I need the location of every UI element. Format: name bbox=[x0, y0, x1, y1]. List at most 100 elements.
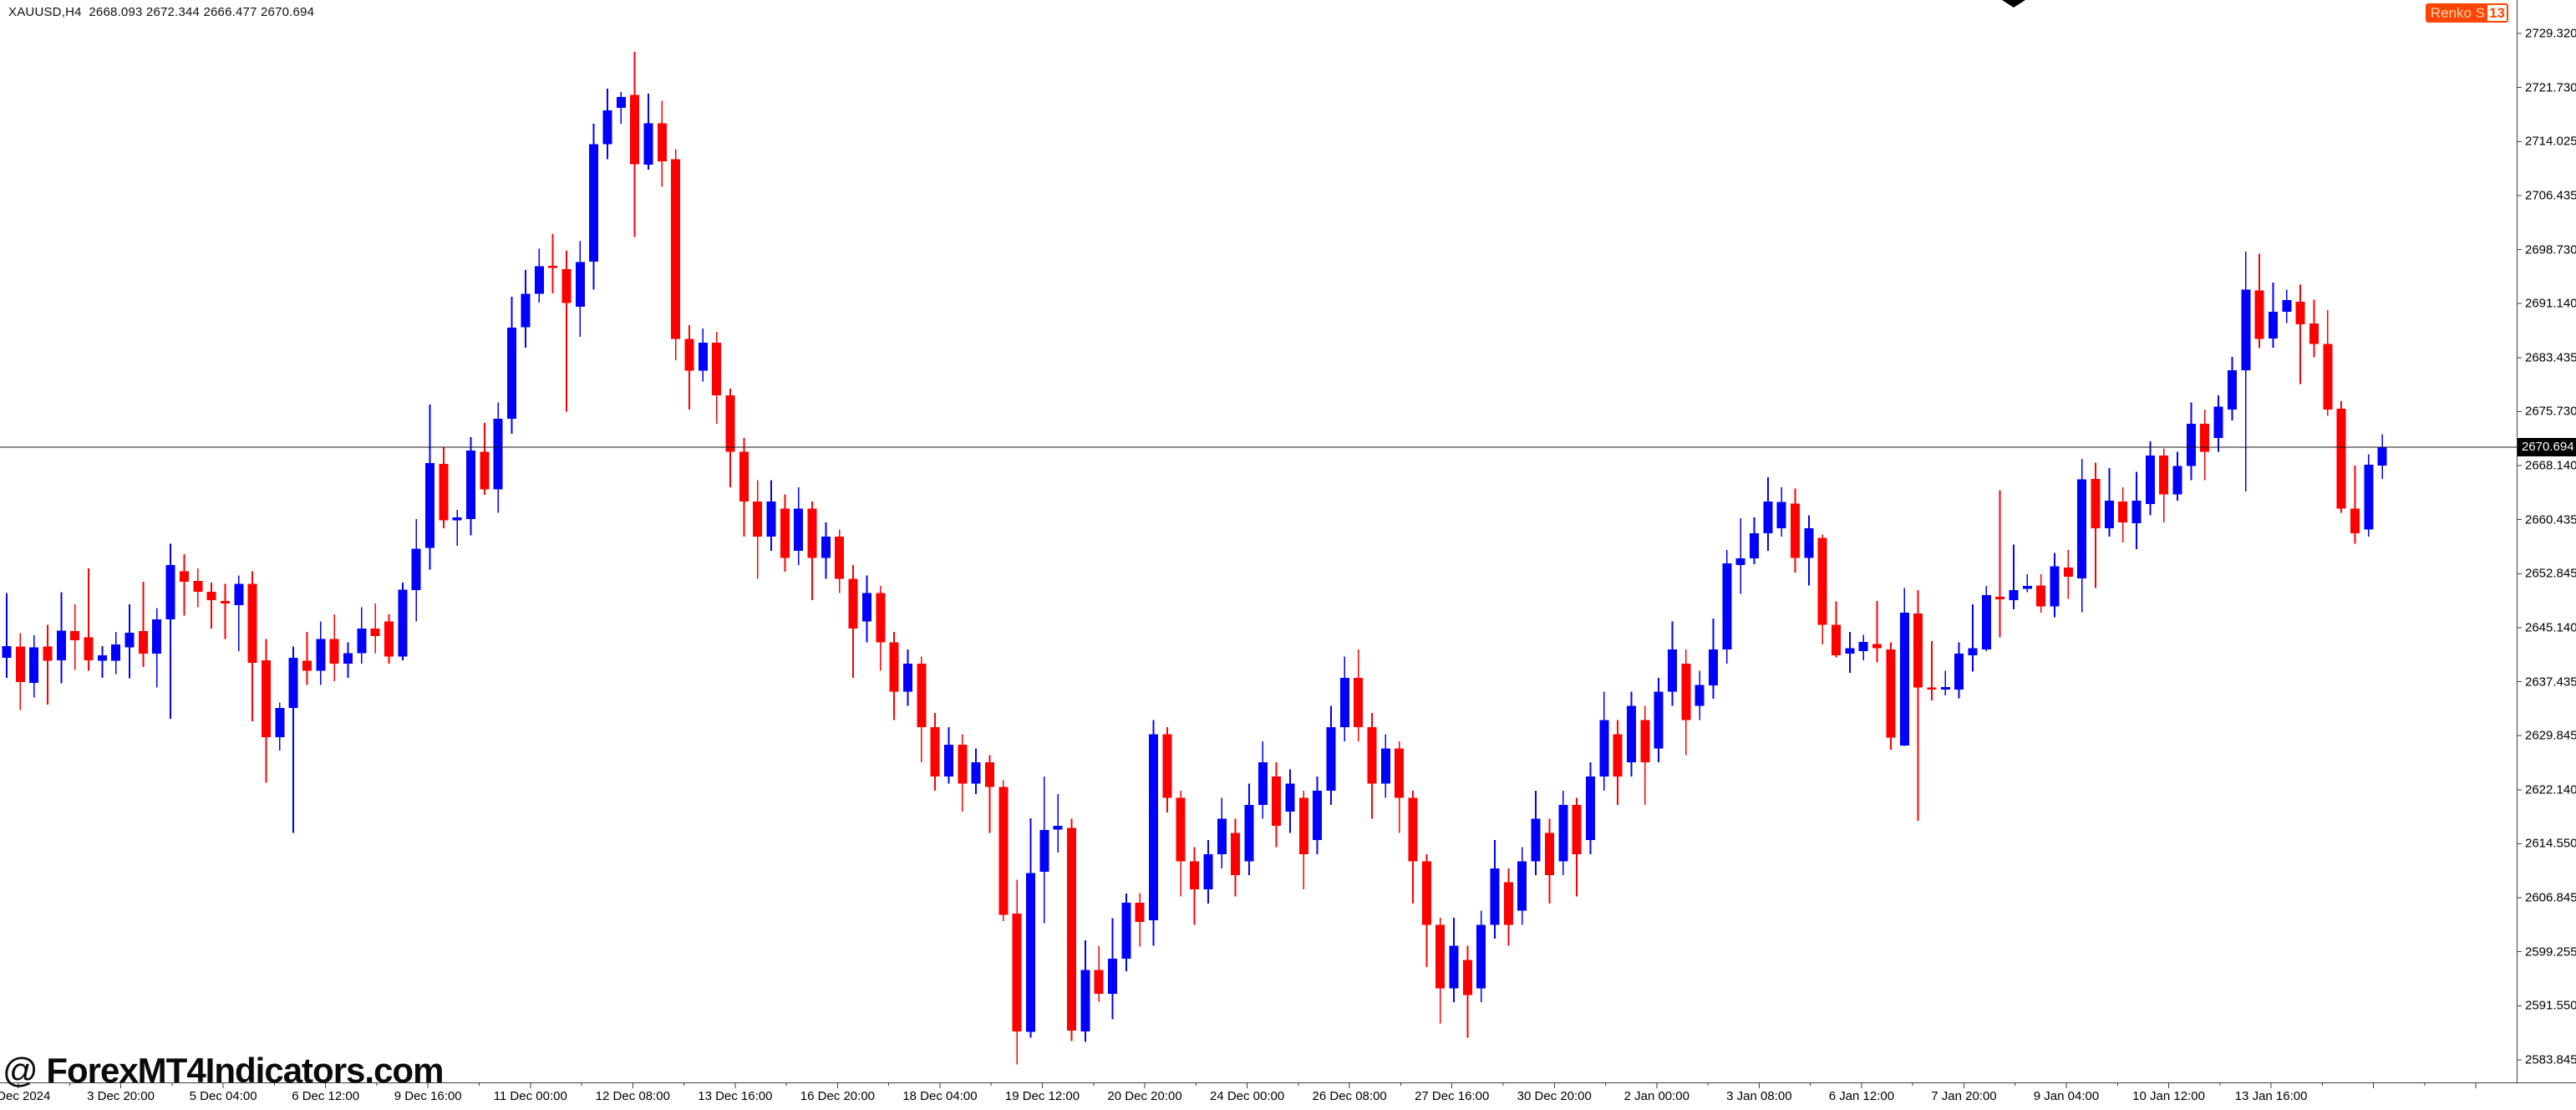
candle-body bbox=[984, 762, 994, 787]
candle-body bbox=[1476, 924, 1486, 989]
candle-body bbox=[602, 110, 612, 145]
candle-body bbox=[1503, 882, 1513, 925]
candle-body bbox=[1067, 827, 1077, 1031]
candle-body bbox=[70, 631, 80, 641]
candle-body bbox=[766, 501, 776, 537]
candle-body bbox=[1722, 563, 1732, 650]
price-axis-label: 2683.435 bbox=[2525, 350, 2576, 365]
time-axis-label: 10 Jan 12:00 bbox=[2132, 1089, 2205, 1103]
candle-body bbox=[234, 583, 244, 605]
candle-body bbox=[2104, 500, 2114, 528]
candle-body bbox=[2213, 406, 2223, 438]
candle-body bbox=[1162, 734, 1172, 798]
renko-badge-value: 13 bbox=[2487, 5, 2507, 21]
candle-body bbox=[1080, 970, 1090, 1031]
candle-body bbox=[1940, 686, 1950, 690]
candle-body bbox=[902, 663, 912, 692]
candle-body bbox=[2172, 466, 2182, 495]
time-axis-label: 2 Jan 00:00 bbox=[1623, 1089, 1689, 1103]
candle-body bbox=[2009, 590, 2019, 601]
candle-body bbox=[2336, 409, 2346, 509]
candle-body bbox=[2091, 478, 2101, 528]
time-axis[interactable]: 2 Dec 2024 3 Dec 20:00 5 Dec 04:00 6 Dec 12… bbox=[0, 1083, 2576, 1110]
candle-body bbox=[2, 645, 12, 659]
candle-body bbox=[2200, 423, 2210, 452]
candle-body bbox=[1395, 748, 1405, 798]
price-axis-label: 2583.845 bbox=[2525, 1052, 2576, 1067]
candle-body bbox=[2254, 290, 2264, 339]
candle-body bbox=[111, 644, 121, 661]
candle-body bbox=[2077, 479, 2087, 578]
candle-body bbox=[247, 583, 257, 664]
candle-body bbox=[1626, 705, 1636, 763]
candle-body bbox=[152, 619, 162, 654]
price-axis-label: 2660.435 bbox=[2525, 512, 2576, 527]
candle-body bbox=[534, 266, 544, 294]
candle-body bbox=[698, 342, 708, 371]
candle-body bbox=[1135, 903, 1145, 922]
candle-body bbox=[971, 762, 981, 784]
watermark-text: ForexMT4Indicators.com bbox=[46, 1051, 444, 1090]
time-axis-label: 30 Dec 20:00 bbox=[1517, 1089, 1592, 1103]
candle-body bbox=[1190, 861, 1200, 890]
candle-body bbox=[1298, 797, 1308, 854]
candle-body bbox=[507, 328, 517, 420]
time-axis-label: 12 Dec 08:00 bbox=[595, 1089, 670, 1103]
candle-body bbox=[1858, 641, 1868, 651]
scroll-position-marker-icon bbox=[2002, 0, 2025, 8]
candle-body bbox=[1558, 804, 1568, 862]
time-axis-label: 3 Jan 08:00 bbox=[1726, 1089, 1792, 1103]
price-axis-label: 2614.550 bbox=[2525, 836, 2576, 851]
candle-body bbox=[452, 517, 462, 521]
candle-body bbox=[138, 631, 148, 654]
candle-body bbox=[1517, 861, 1527, 911]
candle-body bbox=[998, 787, 1009, 915]
candle-body bbox=[1217, 818, 1227, 854]
candle-body bbox=[889, 642, 899, 692]
candle-body bbox=[1339, 677, 1349, 727]
candle-body bbox=[1421, 861, 1431, 925]
candle-body bbox=[1313, 790, 1323, 841]
price-axis-label: 2721.730 bbox=[2525, 80, 2576, 95]
candle-body bbox=[794, 508, 804, 551]
candle-body bbox=[56, 630, 66, 660]
candle-body bbox=[2241, 289, 2251, 370]
candle-body bbox=[1886, 649, 1896, 738]
price-axis-label: 2729.320 bbox=[2525, 26, 2576, 41]
candle-body bbox=[1640, 720, 1650, 763]
candle-body bbox=[2268, 311, 2278, 339]
candle-body bbox=[1804, 527, 1814, 558]
candle-body bbox=[1176, 797, 1186, 862]
candle-body bbox=[302, 660, 312, 671]
price-axis-label: 2591.550 bbox=[2525, 998, 2576, 1013]
candle-body bbox=[84, 637, 94, 660]
time-axis-label: 7 Jan 20:00 bbox=[1931, 1089, 1997, 1103]
price-axis-label: 2652.845 bbox=[2525, 566, 2576, 581]
candle-body bbox=[2295, 301, 2305, 324]
candle-body bbox=[206, 591, 216, 601]
candle-body bbox=[1231, 832, 1241, 876]
candle-body bbox=[1654, 691, 1664, 749]
candle-body bbox=[1817, 537, 1827, 625]
candle-body bbox=[1053, 826, 1063, 830]
candle-body bbox=[1832, 624, 1842, 655]
chart-ohlc-header: XAUUSD,H4 2668.093 2672.344 2666.477 267… bbox=[8, 5, 315, 19]
price-axis-label: 2675.730 bbox=[2525, 404, 2576, 419]
time-axis-label: 3 Dec 20:00 bbox=[87, 1089, 155, 1103]
candle-body bbox=[275, 708, 285, 737]
time-axis-label: 13 Jan 16:00 bbox=[2234, 1089, 2308, 1103]
candle-body bbox=[1899, 613, 1909, 746]
candle-body bbox=[124, 632, 135, 648]
candle-body bbox=[739, 451, 749, 502]
candle-body bbox=[1039, 830, 1049, 872]
candle-body bbox=[1927, 687, 1937, 690]
candle-body bbox=[2350, 508, 2360, 533]
price-axis-label: 2622.140 bbox=[2525, 782, 2576, 797]
candle-body bbox=[930, 726, 940, 777]
candle-body bbox=[943, 745, 953, 777]
time-axis-label: 19 Dec 12:00 bbox=[1004, 1089, 1080, 1103]
candle-body bbox=[1490, 868, 1500, 925]
price-axis[interactable]: 2729.320 2721.730 2714.025 2706.435 2698.730… bbox=[2518, 0, 2576, 1082]
